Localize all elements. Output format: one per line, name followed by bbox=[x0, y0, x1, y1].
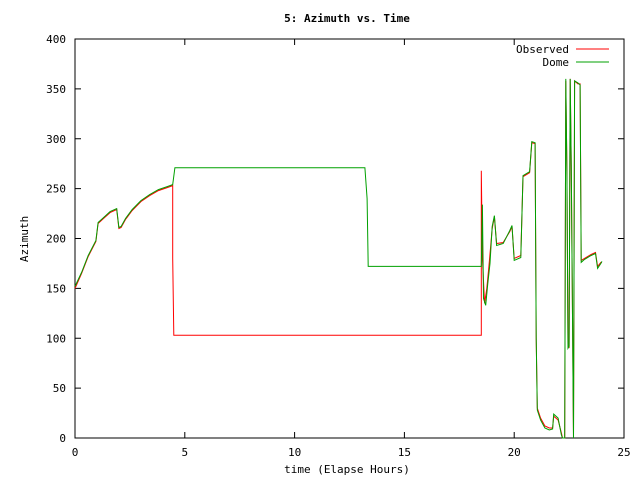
chart-title: 5: Azimuth vs. Time bbox=[284, 12, 410, 25]
legend-label: Observed bbox=[516, 43, 569, 56]
x-tick-label: 15 bbox=[398, 446, 411, 459]
legend-label: Dome bbox=[543, 56, 570, 69]
series-line-observed bbox=[74, 78, 602, 439]
y-tick-label: 200 bbox=[46, 233, 66, 246]
plot-frame bbox=[74, 38, 625, 439]
y-tick-label: 300 bbox=[46, 133, 66, 146]
x-axis-label: time (Elapse Hours) bbox=[284, 463, 410, 476]
y-tick-label: 350 bbox=[46, 83, 66, 96]
x-tick-label: 10 bbox=[288, 446, 301, 459]
y-tick-label: 100 bbox=[46, 332, 66, 345]
y-tick-label: 250 bbox=[46, 183, 66, 196]
x-axis: 0 5 10 15 20 25 bbox=[72, 39, 631, 459]
x-tick-label: 0 bbox=[72, 446, 79, 459]
y-tick-label: 0 bbox=[59, 432, 66, 445]
series-line-dome bbox=[74, 78, 603, 439]
y-axis: 0 50 100 150 200 250 300 350 400 bbox=[46, 33, 624, 445]
x-tick-label: 25 bbox=[617, 446, 630, 459]
series-layer bbox=[74, 78, 603, 439]
y-tick-label: 400 bbox=[46, 33, 66, 46]
y-tick-label: 50 bbox=[53, 382, 66, 395]
y-axis-label: Azimuth bbox=[18, 216, 31, 262]
x-tick-label: 5 bbox=[181, 446, 188, 459]
x-tick-label: 20 bbox=[508, 446, 521, 459]
y-tick-label: 150 bbox=[46, 282, 66, 295]
